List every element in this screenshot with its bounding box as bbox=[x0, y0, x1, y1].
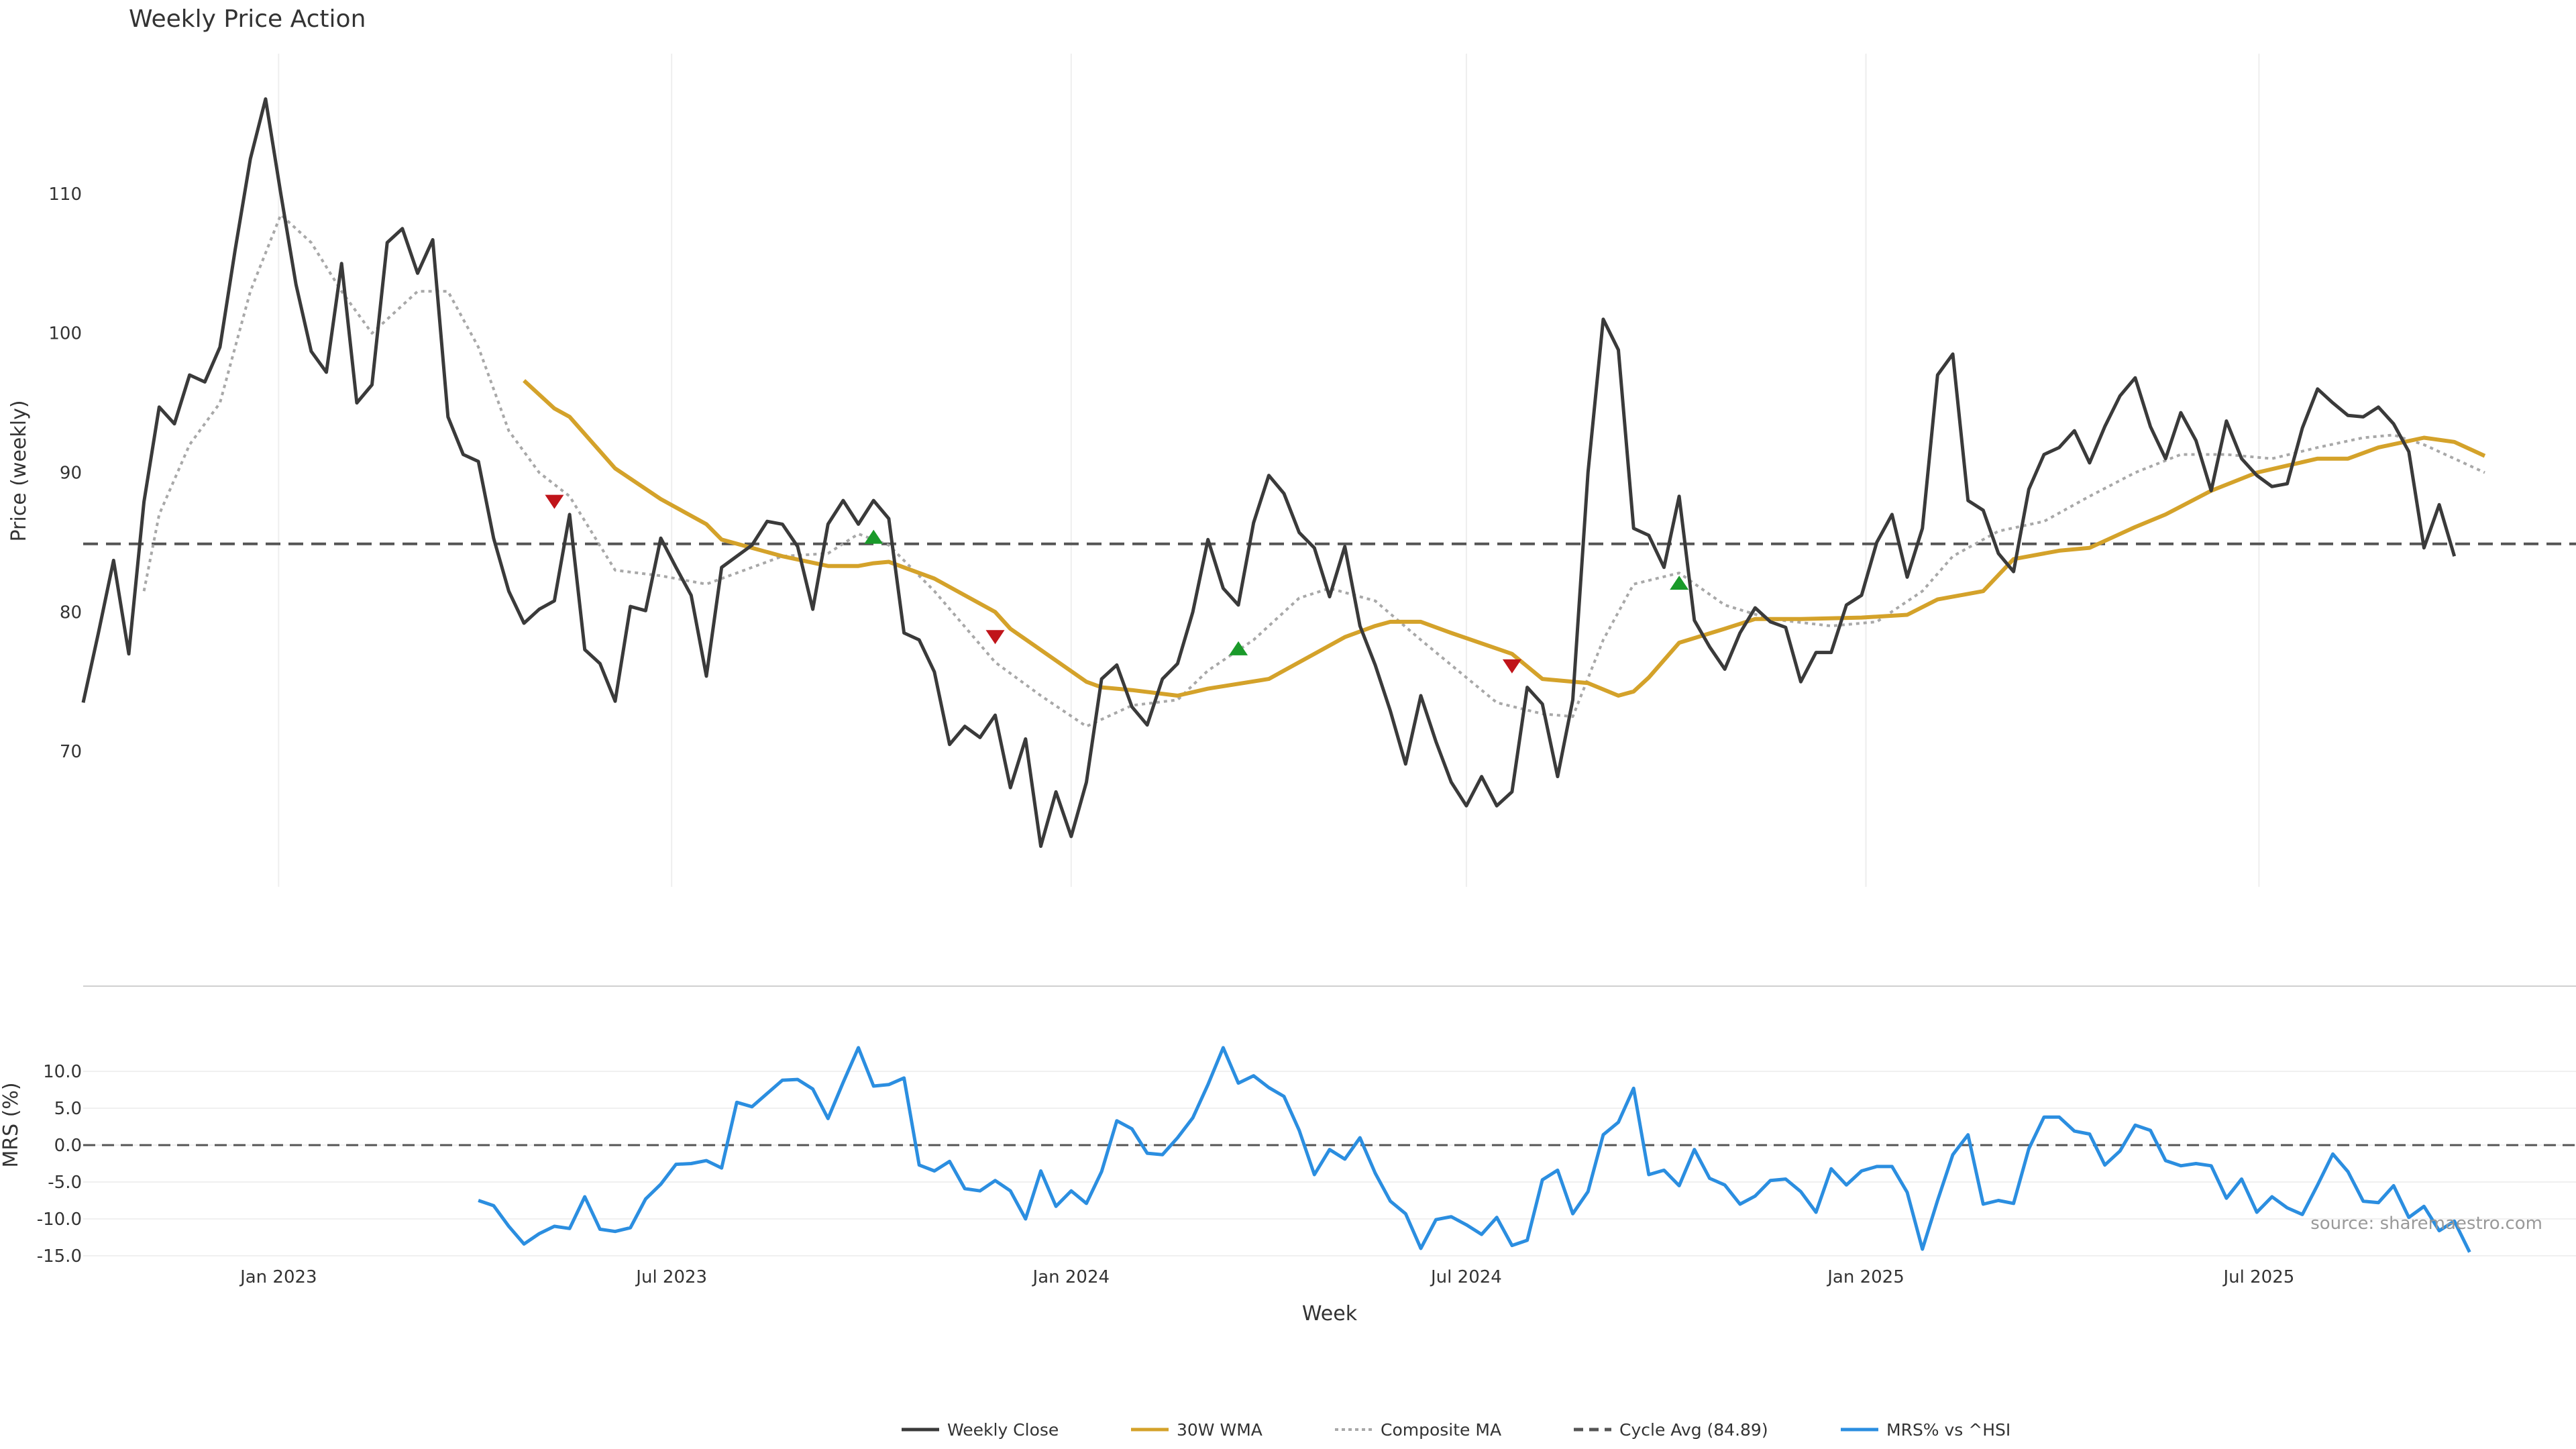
sell-signal-marker bbox=[545, 494, 564, 509]
price-y-tick-label: 80 bbox=[60, 602, 82, 623]
buy-signal-marker bbox=[864, 529, 883, 544]
x-tick-label: Jan 2025 bbox=[1826, 1267, 1904, 1287]
legend-label-cycle: Cycle Avg (84.89) bbox=[1619, 1420, 1768, 1440]
x-tick-label: Jul 2025 bbox=[2222, 1267, 2295, 1287]
mrs-y-tick-label: 10.0 bbox=[43, 1062, 82, 1082]
price-y-tick-label: 90 bbox=[60, 464, 82, 484]
x-tick-label: Jul 2023 bbox=[635, 1267, 707, 1287]
x-axis-ticks: Jan 2023 Jul 2023 Jan 2024 Jul 2024 Jan 2025… bbox=[239, 1267, 2294, 1287]
mrs-panel: -15.0 -10.0 -5.0 0.0 5.0 10.0 MRS (%) source:… bbox=[0, 985, 2576, 1267]
x-tick-label: Jan 2023 bbox=[239, 1267, 317, 1287]
mrs-y-ticks: -15.0 -10.0 -5.0 0.0 5.0 10.0 bbox=[37, 1062, 82, 1267]
wma-30w-line bbox=[523, 379, 2486, 698]
signal-markers bbox=[545, 494, 1689, 674]
legend-label-composite: Composite MA bbox=[1381, 1420, 1501, 1440]
buy-signal-marker bbox=[1670, 576, 1689, 590]
sell-signal-marker bbox=[985, 630, 1005, 645]
weekly-close-line bbox=[81, 97, 2457, 848]
mrs-y-axis-label: MRS (%) bbox=[0, 1082, 23, 1167]
source-label: source: sharemaestro.com bbox=[2310, 1214, 2542, 1234]
legend-label-wma: 30W WMA bbox=[1177, 1420, 1263, 1440]
mrs-line bbox=[478, 1046, 2471, 1253]
x-tick-label: Jul 2024 bbox=[1430, 1267, 1502, 1287]
mrs-y-tick-label: -5.0 bbox=[48, 1173, 82, 1193]
mrs-y-tick-label: 0.0 bbox=[54, 1136, 82, 1156]
buy-signal-marker bbox=[1229, 641, 1248, 655]
price-y-ticks: 70 80 90 100 110 bbox=[48, 184, 82, 762]
sell-signal-marker bbox=[1502, 659, 1521, 674]
mrs-y-tick-label: -15.0 bbox=[37, 1246, 82, 1267]
price-y-tick-label: 70 bbox=[60, 742, 82, 762]
price-panel: 70 80 90 100 110 Price (weekly) bbox=[7, 54, 2576, 887]
x-tick-label: Jan 2024 bbox=[1032, 1267, 1110, 1287]
x-axis-label: Week bbox=[1302, 1302, 1358, 1326]
price-y-tick-label: 110 bbox=[48, 184, 82, 205]
chart-title: Weekly Price Action bbox=[129, 5, 366, 33]
legend: Weekly Close 30W WMA Composite MA Cycle Avg… bbox=[902, 1420, 2010, 1440]
mrs-y-tick-label: -10.0 bbox=[37, 1210, 82, 1230]
legend-label-mrs: MRS% vs ^HSI bbox=[1886, 1420, 2010, 1440]
price-y-axis-label: Price (weekly) bbox=[7, 400, 31, 541]
price-y-tick-label: 100 bbox=[48, 324, 82, 344]
legend-label-close: Weekly Close bbox=[947, 1420, 1059, 1440]
composite-ma-line bbox=[142, 213, 2485, 728]
price-grid bbox=[278, 54, 2260, 887]
mrs-y-tick-label: 5.0 bbox=[54, 1099, 82, 1119]
